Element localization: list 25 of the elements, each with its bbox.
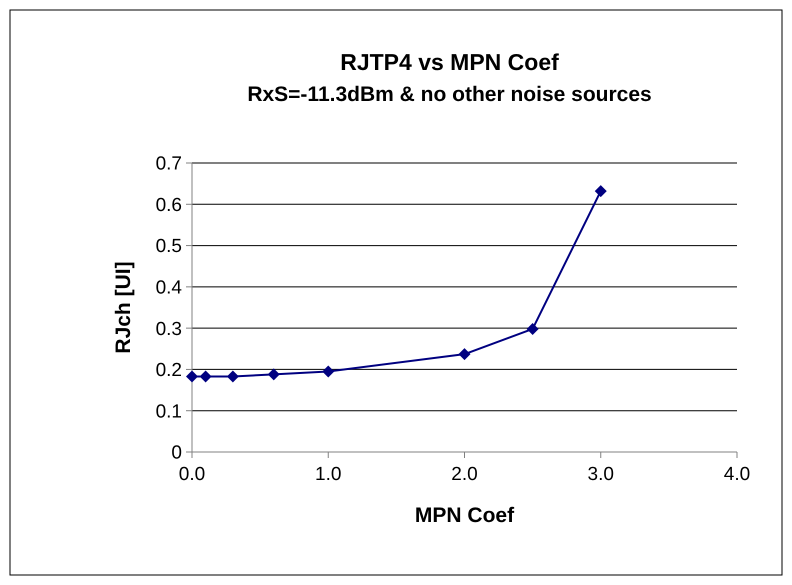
y-tick-label: 0	[171, 442, 182, 464]
x-tick-label: 1.0	[315, 464, 342, 485]
y-tick-label: 0.5	[156, 236, 182, 258]
y-axis-title: RJch [UI]	[112, 261, 135, 354]
y-tick-label: 0.4	[156, 278, 182, 299]
x-tick-label: 0.0	[178, 464, 206, 485]
x-axis-title: MPN Coef	[414, 504, 516, 527]
point	[186, 370, 198, 382]
point	[526, 322, 539, 335]
point	[268, 368, 280, 380]
y-tick-label: 0.7	[156, 154, 182, 175]
point	[322, 365, 334, 378]
point	[226, 370, 239, 382]
x-tick-label: 2.0	[451, 464, 478, 485]
y-tick-label: 0.3	[156, 318, 182, 340]
point	[200, 370, 212, 382]
x-tick-label: 4.0	[724, 464, 750, 485]
point	[594, 185, 607, 198]
chart-title: RJTP4 vs MPN Coef	[340, 49, 560, 75]
y-tick-label: 0.2	[156, 360, 182, 382]
x-tick-label: 3.0	[588, 464, 614, 485]
y-tick-label: 0.6	[156, 194, 182, 216]
chart-subtitle: RxS=-11.3dBm & no other noise sources	[247, 83, 652, 106]
point	[458, 348, 470, 360]
y-tick-label: 0.1	[156, 401, 182, 422]
